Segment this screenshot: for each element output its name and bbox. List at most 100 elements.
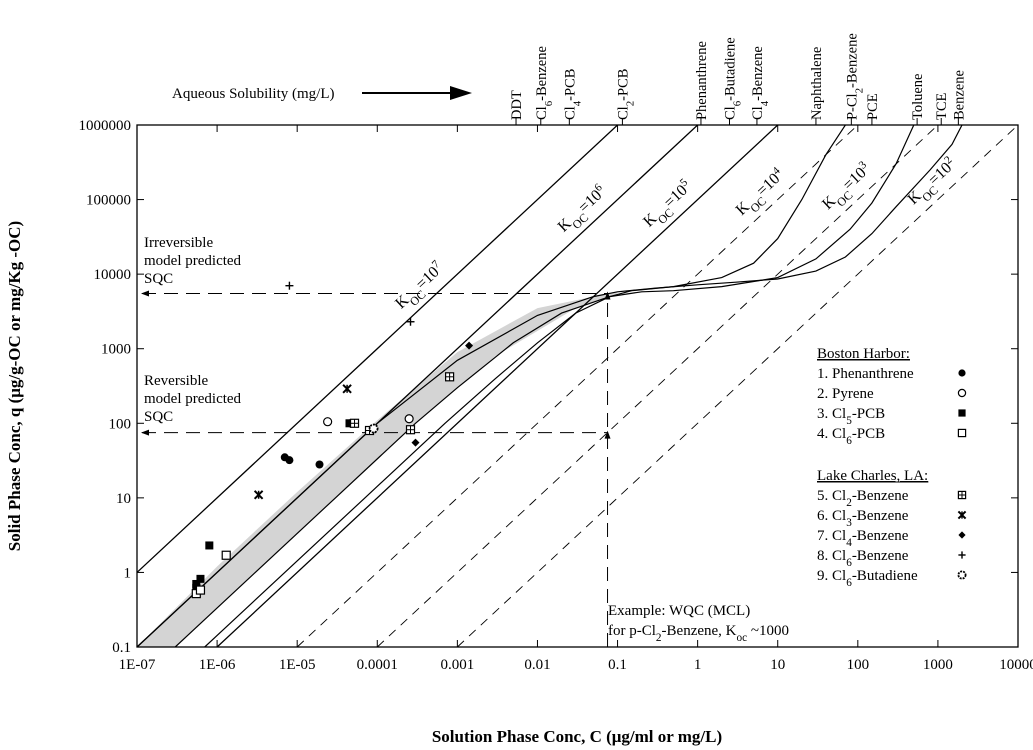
y-tick-label: 1000 xyxy=(101,342,131,358)
irreversible-note: model predicted xyxy=(144,253,242,269)
y-tick-label: 1 xyxy=(124,565,132,581)
solubility-label: Cl2-PCB xyxy=(615,69,636,120)
legend-group-title: Lake Charles, LA: xyxy=(817,468,928,484)
legend-item-marker xyxy=(957,490,967,500)
data-point-cl5-pcb xyxy=(192,579,201,588)
data-point-cl6-benzene xyxy=(285,281,294,290)
legend: Boston Harbor: 1. Phenanthrene 2. Pyrene 3.… xyxy=(817,346,967,589)
legend-group-title: Boston Harbor: xyxy=(817,346,910,362)
ref-uparrow-reversible xyxy=(604,430,611,439)
plot-frame xyxy=(136,124,1019,648)
y-axis-title: Solid Phase Conc, q (μg/g-OC or mg/Kg -O… xyxy=(5,221,24,551)
axis-layer: 1E-07 1E-06 1E-05 0.0001 0.001 0.01 0.1 1 10 100 1… xyxy=(79,118,1033,673)
curve-lower xyxy=(204,124,846,648)
solubility-label: Cl6-Benzene xyxy=(534,46,555,120)
koc-label-2: KOC=102 xyxy=(903,154,963,212)
ref-arrow-reversible xyxy=(141,429,149,436)
legend-item-marker xyxy=(958,369,966,377)
x-tick-label: 0.0001 xyxy=(357,657,398,673)
data-point-phenanthrene xyxy=(315,460,324,469)
example-note-line2: for p-Cl2-Benzene, Koc ~1000 xyxy=(608,623,789,644)
data-point-cl6-pcb xyxy=(221,550,231,560)
curve-middle xyxy=(174,124,915,648)
y-tick-label: 10 xyxy=(116,491,131,507)
x-tick-label: 0.1 xyxy=(608,657,627,673)
koc-line-7 xyxy=(136,124,618,573)
irreversible-note: SQC xyxy=(144,271,173,287)
irreversible-note: Irreversible xyxy=(144,235,213,251)
curve-layer xyxy=(136,124,963,648)
solubility-label: Cl4-PCB xyxy=(562,69,583,120)
legend-item-marker xyxy=(958,551,966,559)
ref-uparrow-irreversible xyxy=(604,291,611,300)
legend-item-marker xyxy=(957,510,967,520)
solubility-label: TCE xyxy=(934,92,950,120)
data-point-cl4-benzene xyxy=(411,438,420,447)
solubility-label: P-Cl2-Benzene xyxy=(844,33,865,120)
legend-item-label: 4. Cl6-PCB xyxy=(817,426,885,447)
koc-label-6: KOC=106 xyxy=(553,181,613,240)
data-point-pyrene xyxy=(323,417,333,427)
legend-item-label: 8. Cl6-Benzene xyxy=(817,548,909,569)
reversible-note: Reversible xyxy=(144,373,208,389)
data-point-cl4-benzene xyxy=(465,341,474,350)
legend-item-marker xyxy=(957,570,967,580)
solubility-arrow xyxy=(362,86,472,100)
koc-line-5 xyxy=(216,124,779,648)
legend-item-marker xyxy=(958,531,966,539)
data-point-cl6-butadiene xyxy=(368,423,379,434)
solubility-label: Naphthalene xyxy=(809,47,825,120)
solubility-axis-label: Aqueous Solubility (mg/L) xyxy=(172,86,335,102)
data-point-cl6-benzene xyxy=(406,317,415,326)
solubility-label: Benzene xyxy=(951,70,967,120)
legend-item-label: 5. Cl2-Benzene xyxy=(817,488,909,509)
y-tick-label: 10000 xyxy=(94,267,132,283)
x-tick-label: 1E-06 xyxy=(199,657,236,673)
legend-item-marker xyxy=(958,409,966,417)
legend-item-label: 3. Cl5-PCB xyxy=(817,406,885,427)
solubility-label: Cl6-Butadiene xyxy=(723,37,744,120)
y-tick-label: 100000 xyxy=(86,193,131,209)
data-point-cl5-pcb xyxy=(196,574,205,583)
solubility-label: DDT xyxy=(509,90,525,120)
koc-label-4: KOC=104 xyxy=(731,165,791,224)
x-tick-label: 1E-07 xyxy=(119,657,156,673)
reversible-note: model predicted xyxy=(144,391,242,407)
data-point-cl2-benzene xyxy=(445,372,455,382)
data-point-cl2-benzene xyxy=(349,418,360,428)
solubility-label: Cl4-Benzene xyxy=(750,46,771,120)
x-tick-label: 0.01 xyxy=(524,657,550,673)
y-tick-label: 100 xyxy=(109,416,132,432)
x-tick-label: 1E-05 xyxy=(279,657,316,673)
legend-item-marker xyxy=(957,388,967,398)
shaded-band-layer xyxy=(137,291,618,647)
solubility-label: Toluene xyxy=(910,74,926,121)
data-point-cl6-pcb xyxy=(195,585,206,595)
uncertainty-band xyxy=(137,291,618,647)
legend-item-marker xyxy=(957,428,967,438)
solubility-axis-layer: DDT Cl6-Benzene Cl4-PCB Cl2-PCB Phenanthrene… xyxy=(509,33,967,125)
solubility-label: Phenanthrene xyxy=(694,41,710,120)
data-point-pyrene xyxy=(404,414,414,424)
reversible-note: SQC xyxy=(144,409,173,425)
data-point-cl3-benzene xyxy=(342,384,352,394)
data-point-layer xyxy=(191,281,474,599)
legend-item-label: 2. Pyrene xyxy=(817,386,874,402)
ref-arrow-irreversible xyxy=(141,290,149,297)
x-tick-label: 100 xyxy=(847,657,870,673)
x-tick-label: 1 xyxy=(694,657,702,673)
example-note-line1: Example: WQC (MCL) xyxy=(608,603,750,619)
x-tick-label: 1000 xyxy=(923,657,953,673)
data-point-cl5-pcb xyxy=(205,541,214,550)
legend-item-label: 7. Cl4-Benzene xyxy=(817,528,909,549)
x-tick-label: 0.001 xyxy=(440,657,474,673)
x-tick-label: 10000 xyxy=(999,657,1033,673)
y-tick-label: 0.1 xyxy=(112,640,131,656)
x-axis-title: Solution Phase Conc, C (μg/ml or mg/L) xyxy=(432,727,722,746)
data-point-cl2-benzene xyxy=(405,425,416,435)
legend-item-label: 9. Cl6-Butadiene xyxy=(817,568,918,589)
y-tick-label: 1000000 xyxy=(79,118,132,134)
legend-item-label: 6. Cl3-Benzene xyxy=(817,508,909,529)
curve-upper xyxy=(136,124,963,648)
